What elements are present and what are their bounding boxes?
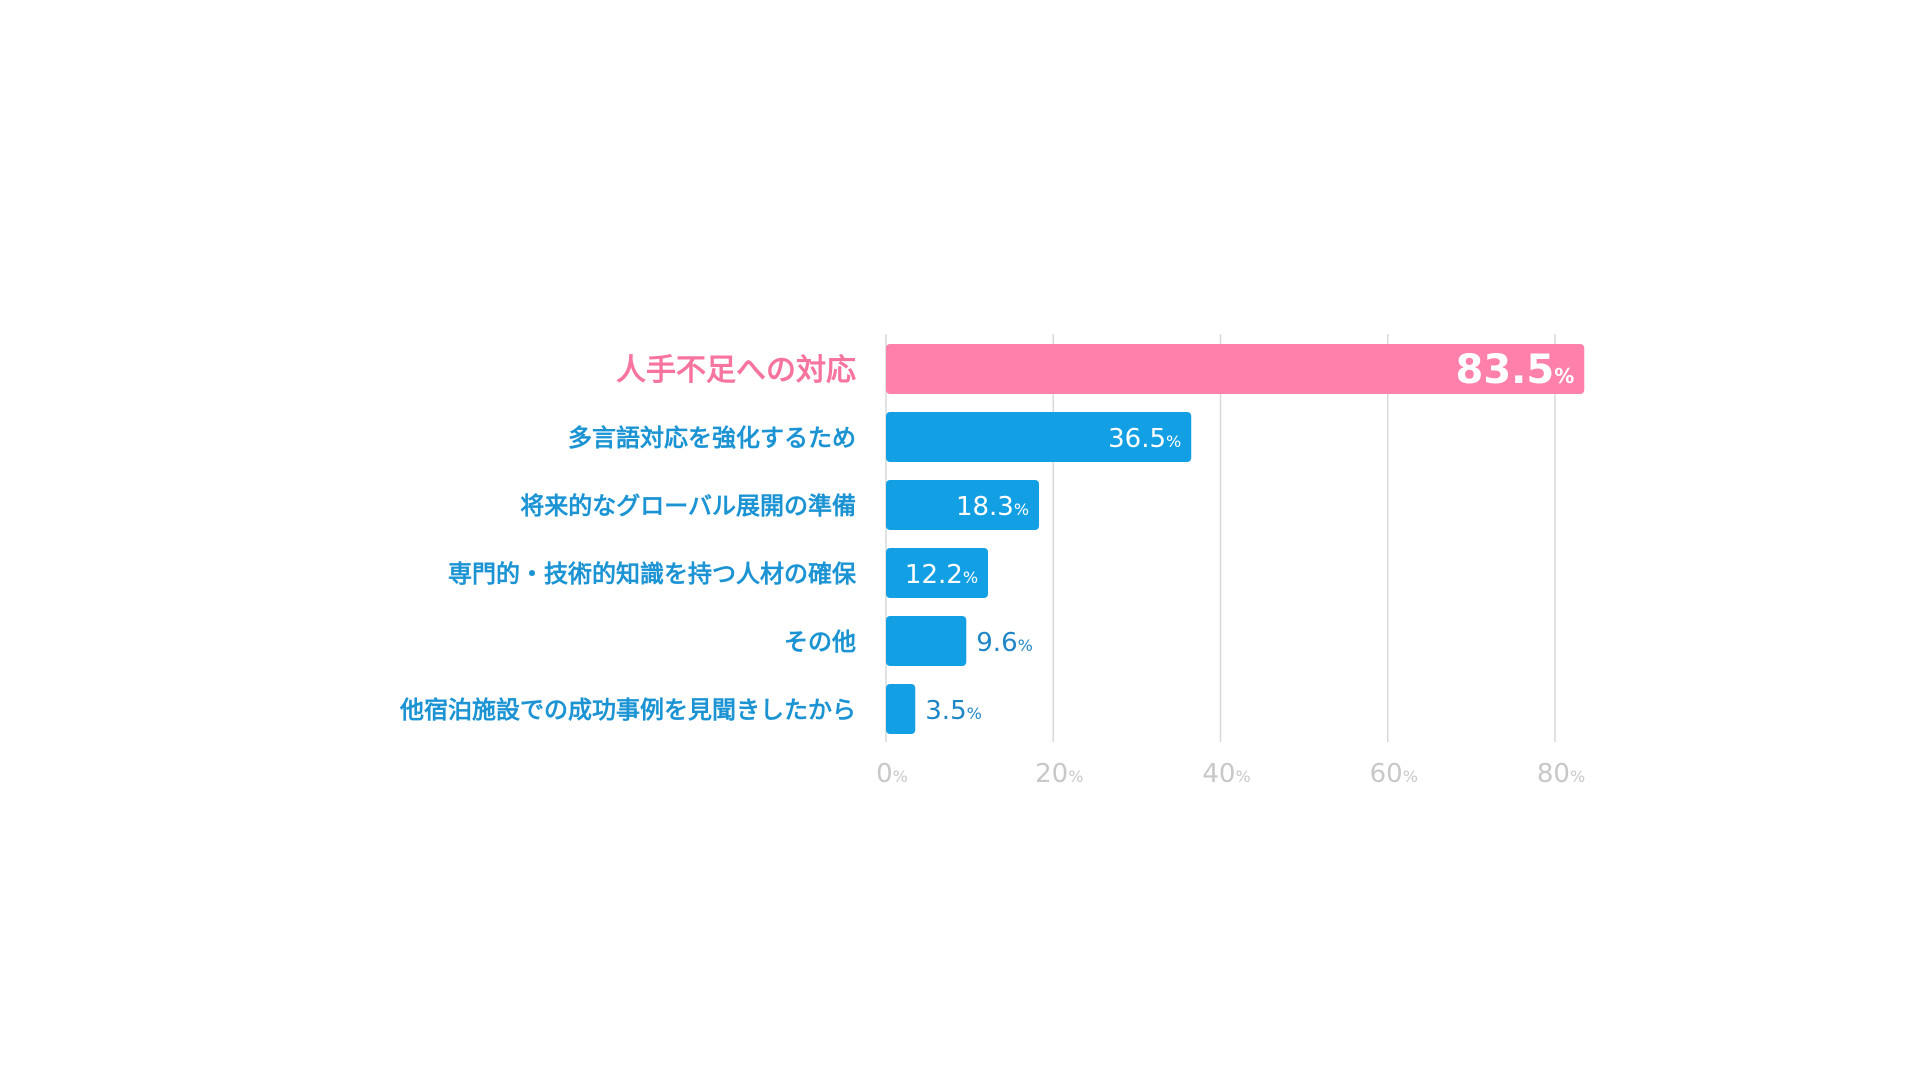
value-label: 9.6% [976, 628, 1033, 658]
x-tick-number: 60 [1370, 759, 1403, 789]
category-label: 将来的なグローバル展開の準備 [520, 492, 856, 520]
bar [886, 616, 967, 666]
bars [886, 344, 1585, 734]
x-tick-number: 20 [1035, 759, 1068, 789]
category-label: 多言語対応を強化するため [568, 424, 856, 452]
category-labels: 人手不足への対応多言語対応を強化するため将来的なグローバル展開の準備専門的・技術… [399, 353, 857, 724]
value-number: 9.6 [976, 628, 1017, 658]
bar [886, 480, 1040, 530]
value-unit: % [1166, 432, 1181, 451]
value-unit: % [963, 568, 978, 587]
value-label: 36.5% [1108, 424, 1181, 454]
bar-highlight [886, 344, 1585, 394]
category-label: 他宿泊施設での成功事例を見聞きしたから [399, 696, 856, 724]
x-tick-unit: % [1068, 767, 1083, 786]
x-tick-label: 0% [876, 759, 908, 789]
bar [886, 684, 916, 734]
x-tick-label: 40% [1202, 759, 1250, 789]
value-unit: % [1018, 636, 1033, 655]
value-labels: 83.5%36.5%18.3%12.2%9.6%3.5% [905, 347, 1574, 726]
value-number: 12.2 [905, 560, 963, 590]
x-tick-label: 20% [1035, 759, 1083, 789]
gridlines [885, 334, 1556, 742]
value-number: 36.5 [1108, 424, 1166, 454]
x-tick-unit: % [893, 767, 908, 786]
value-unit: % [967, 704, 982, 723]
value-unit: % [1014, 500, 1029, 519]
category-label: 専門的・技術的知識を持つ人材の確保 [448, 560, 857, 588]
x-tick-unit: % [1235, 767, 1250, 786]
value-unit: % [1554, 364, 1574, 388]
x-tick-number: 80 [1537, 759, 1570, 789]
x-tick-unit: % [1570, 767, 1585, 786]
value-label: 3.5% [925, 696, 982, 726]
value-number: 18.3 [956, 492, 1014, 522]
x-axis-ticks: 0% 20% 40% 60% 80% [876, 759, 1585, 789]
value-number: 3.5 [925, 696, 966, 726]
value-label: 12.2% [905, 560, 978, 590]
category-label: 人手不足への対応 [616, 353, 856, 388]
x-tick-label: 80% [1537, 759, 1585, 789]
x-tick-unit: % [1403, 767, 1418, 786]
category-label: その他 [784, 628, 856, 656]
value-label: 18.3% [956, 492, 1029, 522]
bar [886, 412, 1192, 462]
value-number: 83.5 [1456, 347, 1555, 393]
value-label: 83.5% [1456, 347, 1575, 393]
bar [886, 548, 989, 598]
x-tick-number: 40 [1202, 759, 1235, 789]
x-tick-number: 0 [876, 759, 893, 789]
x-tick-label: 60% [1370, 759, 1418, 789]
